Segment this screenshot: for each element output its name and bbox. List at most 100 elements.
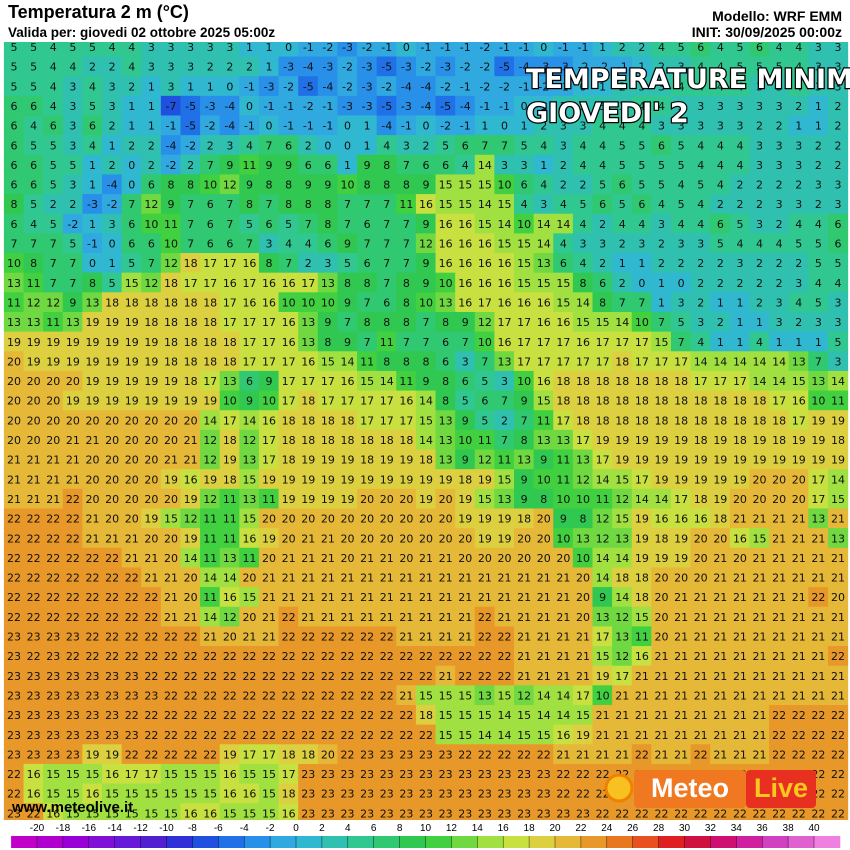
- temp-cell: [592, 488, 613, 510]
- temp-cell: [415, 253, 437, 274]
- temp-value: 1: [266, 61, 273, 74]
- temp-cell: [749, 272, 770, 293]
- temp-cell: [808, 272, 829, 293]
- temp-value: 3: [697, 238, 704, 251]
- temp-cell: [298, 292, 319, 313]
- temp-value: 16: [223, 768, 237, 781]
- temp-value: 22: [380, 709, 394, 722]
- temp-cell: [749, 233, 770, 254]
- temp-cell: [23, 665, 44, 686]
- temp-value: 22: [399, 709, 413, 722]
- temp-value: 22: [341, 729, 355, 742]
- temp-cell: [219, 213, 240, 234]
- temp-cell: [219, 587, 240, 608]
- temp-value: -4: [381, 120, 392, 133]
- temp-value: 22: [713, 807, 727, 820]
- temp-cell: [278, 646, 299, 667]
- temp-cell: [435, 390, 456, 411]
- temp-cell: [612, 135, 633, 156]
- temp-cell: [23, 390, 44, 411]
- temp-value: 23: [380, 807, 394, 820]
- temp-value: 21: [282, 591, 296, 604]
- temp-cell: [455, 233, 476, 254]
- temp-value: 17: [262, 355, 276, 368]
- temp-cell: [494, 135, 515, 156]
- temp-cell: [219, 665, 240, 686]
- temp-cell: [827, 272, 849, 293]
- temp-cell: [239, 154, 260, 176]
- temp-value: 21: [419, 631, 433, 644]
- temp-value: 2: [658, 238, 665, 251]
- temp-value: 0: [638, 277, 645, 290]
- temp-cell: [180, 272, 201, 293]
- temp-value: 8: [599, 296, 606, 309]
- temp-cell: [572, 567, 594, 588]
- temp-cell: [43, 704, 64, 726]
- temp-value: 18: [223, 336, 237, 349]
- temp-cell: [357, 115, 378, 136]
- temp-cell: [82, 665, 103, 686]
- temp-value: 15: [478, 218, 492, 231]
- temp-cell: [239, 528, 260, 549]
- temp-value: 7: [364, 198, 371, 211]
- temp-cell: [415, 390, 437, 411]
- temp-value: 16: [498, 336, 512, 349]
- temp-value: 18: [419, 709, 433, 722]
- temp-value: -1: [165, 120, 176, 133]
- temp-value: 17: [262, 748, 276, 761]
- temp-value: 5: [717, 238, 724, 251]
- temp-cell: [494, 626, 515, 647]
- temp-value: 18: [360, 454, 374, 467]
- temp-cell: [43, 626, 64, 647]
- temp-value: -5: [303, 80, 314, 93]
- temp-cell: [3, 547, 25, 569]
- temp-cell: [729, 351, 751, 372]
- temp-value: 21: [713, 572, 727, 585]
- temp-value: 5: [11, 61, 18, 74]
- temp-value: 21: [713, 670, 727, 683]
- temp-value: 17: [733, 375, 747, 388]
- temp-cell: [435, 351, 456, 372]
- temp-cell: [729, 76, 751, 97]
- temp-value: 21: [733, 748, 747, 761]
- temp-cell: [572, 194, 594, 215]
- temp-cell: [514, 95, 535, 117]
- temp-cell: [435, 233, 456, 254]
- temp-cell: [710, 154, 731, 176]
- temp-value: 6: [697, 41, 704, 54]
- temp-value: 17: [556, 414, 570, 427]
- temp-cell: [415, 370, 437, 392]
- temp-value: 16: [242, 532, 256, 545]
- temp-cell: [651, 331, 672, 352]
- temp-cell: [827, 56, 849, 77]
- temp-value: 1: [638, 257, 645, 270]
- temp-cell: [572, 174, 594, 195]
- temp-cell: [690, 508, 711, 529]
- temp-value: 1: [658, 296, 665, 309]
- temp-value: 18: [458, 473, 472, 486]
- temp-cell: [160, 292, 182, 313]
- temp-cell: [141, 194, 162, 215]
- temp-value: 12: [478, 454, 492, 467]
- colorbar-swatch: [425, 836, 452, 848]
- temp-cell: [239, 488, 260, 510]
- temp-cell: [200, 488, 221, 510]
- temp-cell: [572, 665, 594, 686]
- temp-cell: [396, 253, 417, 274]
- temp-cell: [23, 95, 44, 117]
- temp-value: 15: [596, 650, 610, 663]
- temp-value: 21: [380, 552, 394, 565]
- temp-cell: [43, 174, 64, 195]
- temp-value: 21: [556, 670, 570, 683]
- temp-value: 1: [109, 257, 116, 270]
- temp-cell: [494, 429, 515, 451]
- temp-value: 22: [576, 788, 590, 801]
- temp-cell: [435, 547, 456, 569]
- temp-cell: [769, 95, 790, 117]
- temp-cell: [43, 115, 64, 136]
- temp-value: 21: [458, 572, 472, 585]
- temp-value: 19: [144, 395, 158, 408]
- temp-cell: [43, 370, 64, 392]
- temp-cell: [631, 528, 652, 549]
- temp-cell: [572, 351, 594, 372]
